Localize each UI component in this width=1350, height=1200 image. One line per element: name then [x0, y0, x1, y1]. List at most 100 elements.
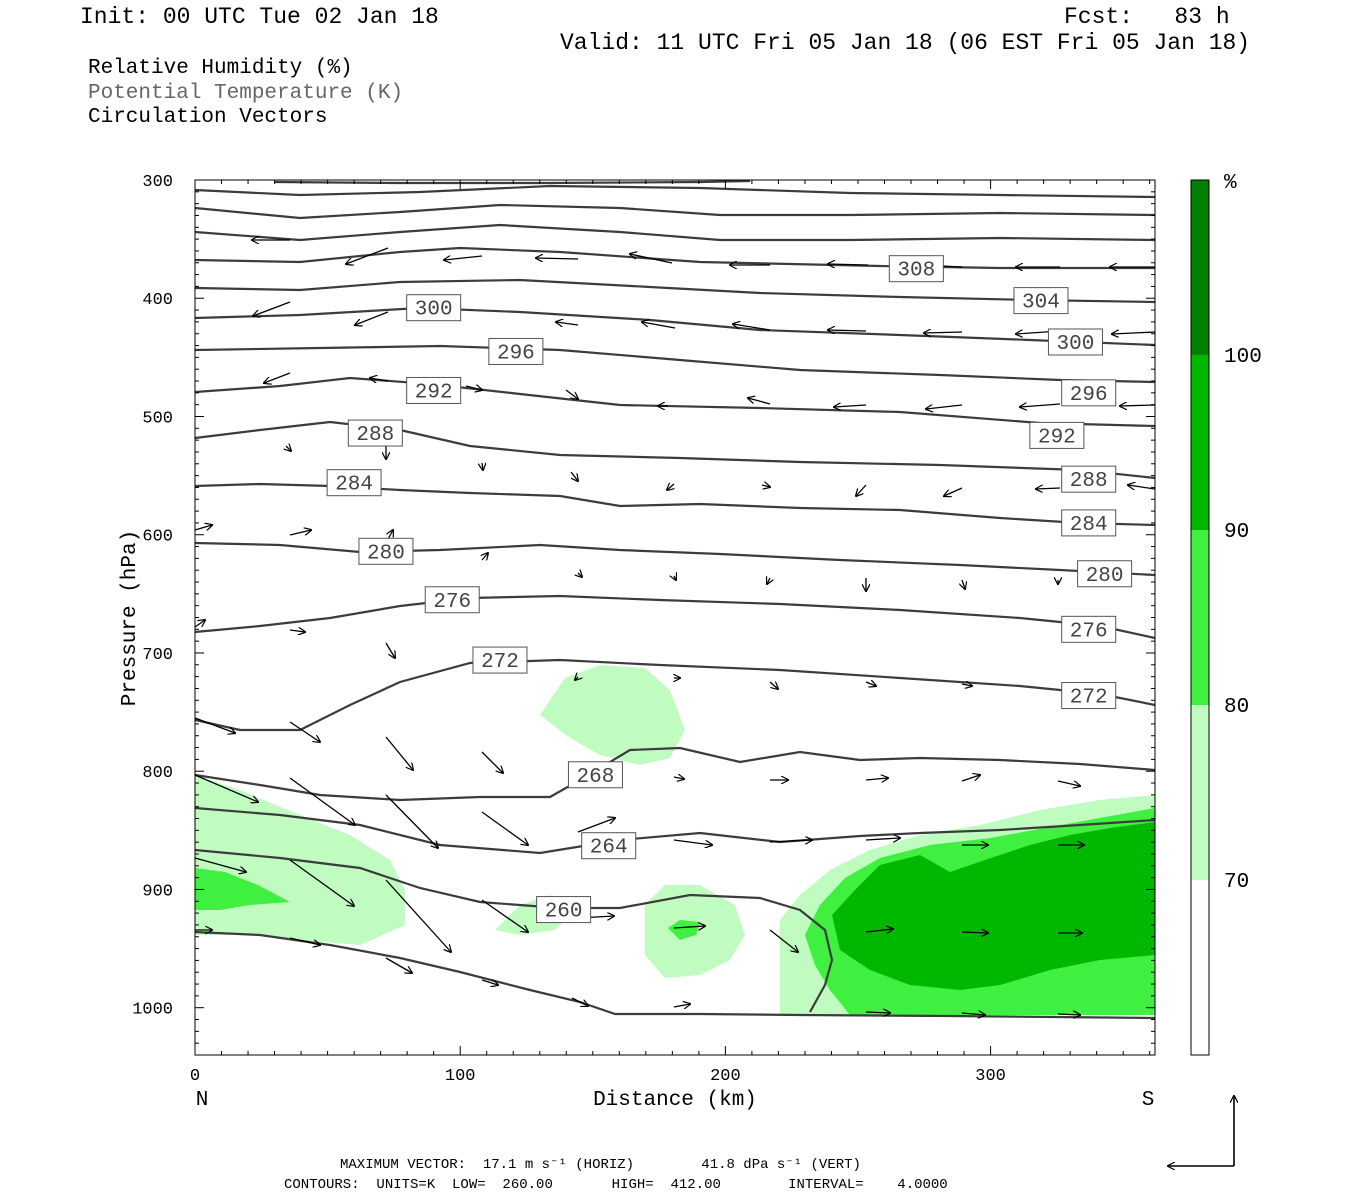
circulation-vector — [674, 576, 676, 580]
theta-contour-label-box — [1061, 682, 1117, 710]
circulation-vector — [194, 857, 246, 872]
circulation-vector — [926, 405, 963, 409]
relative-humidity-shading — [195, 665, 1155, 1015]
circulation-vector — [565, 389, 578, 399]
circulation-vector — [673, 839, 712, 845]
circulation-vector — [1036, 488, 1061, 489]
theta-contour-312 — [195, 184, 1155, 199]
circulation-vector — [289, 859, 354, 906]
circulation-vector — [194, 525, 212, 530]
theta-contour-label-box — [581, 832, 637, 860]
theta-contour-308 — [195, 246, 1155, 270]
theta-contour-label: 288 — [347, 419, 403, 447]
footer-contours-info: CONTOURS: UNITS=K LOW= 260.00 HIGH= 412.… — [284, 1177, 948, 1193]
theta-contour-272 — [195, 658, 1155, 732]
theta-contour-label-text: 292 — [415, 381, 453, 404]
theta-contour-310 — [195, 203, 1155, 220]
circulation-vector — [481, 811, 528, 845]
rh-colorbar: % 100 90 80 70 — [1190, 172, 1262, 1056]
theta-contour-label-text: 284 — [335, 474, 373, 497]
theta-contour-label-text: 300 — [415, 299, 453, 322]
theta-contour-260 — [195, 848, 834, 1013]
theta-contour-label-box — [488, 337, 544, 365]
theta-contour-label-text: 284 — [1070, 514, 1108, 537]
rh-80-region-north — [195, 868, 290, 910]
circulation-vector — [289, 777, 355, 825]
circulation-vectors — [194, 240, 1156, 1015]
theta-contour-label-box — [1061, 379, 1117, 407]
theta-contour-label: 272 — [1061, 682, 1117, 710]
colorbar-segment-90 — [1191, 355, 1209, 530]
circulation-vector — [865, 1012, 890, 1013]
x-tick-label: 0 — [190, 1067, 200, 1086]
theta-contour-264 — [195, 806, 1155, 855]
rh-90-region-south — [832, 822, 1155, 990]
y-tick-label: 400 — [142, 291, 173, 310]
theta-contour-label-box — [1061, 465, 1117, 493]
theta-contour-309 — [195, 223, 1155, 242]
circulation-vector — [667, 484, 674, 490]
circulation-vector — [865, 778, 888, 780]
theta-contour-label: 288 — [1061, 465, 1117, 493]
circulation-vector — [673, 1004, 690, 1007]
theta-contour-label-box — [472, 646, 528, 674]
circulation-vector — [828, 330, 867, 331]
circulation-vector — [865, 929, 893, 932]
theta-contour-276 — [195, 594, 1155, 640]
colorbar-frame — [1190, 179, 1210, 1056]
circulation-vector — [1128, 485, 1156, 489]
circulation-vector — [264, 372, 291, 383]
circulation-vector — [924, 332, 963, 333]
theta-contour-label-text: 296 — [1070, 384, 1108, 407]
theta-contour-292 — [195, 376, 1155, 428]
theta-contour-label: 280 — [1077, 560, 1133, 588]
theta-contour-label-text: 260 — [545, 901, 583, 924]
theta-contour-label: 260 — [536, 896, 592, 924]
circulation-vector — [1020, 404, 1061, 407]
theta-contour-label: 284 — [326, 469, 382, 497]
circulation-vector — [289, 721, 320, 742]
theta-contour-label-box — [567, 761, 623, 789]
colorbar-label-90: 90 — [1224, 521, 1249, 544]
circulation-vector — [961, 684, 972, 686]
north-end-label: N — [196, 1089, 209, 1112]
circulation-vector — [536, 258, 579, 259]
circulation-vector — [289, 937, 320, 945]
circulation-vector — [962, 579, 965, 589]
reference-vector-arrows — [1168, 1096, 1234, 1166]
circulation-vector — [575, 677, 578, 680]
circulation-vector — [289, 630, 305, 632]
x-axis-ticks: 0 100 200 300 — [190, 180, 1151, 1086]
circulation-vector — [570, 471, 578, 481]
circulation-vector — [482, 553, 488, 560]
circulation-vector — [642, 322, 676, 329]
circulation-vector — [673, 926, 705, 928]
colorbar-label-80: 80 — [1224, 696, 1249, 719]
circulation-vector — [761, 485, 770, 487]
x-tick-label: 100 — [445, 1067, 476, 1086]
circulation-vector — [1057, 780, 1080, 786]
theta-contour-label: 308 — [888, 255, 944, 283]
circulation-vector — [856, 484, 867, 496]
circulation-vector — [481, 980, 498, 985]
circulation-vector — [253, 301, 291, 316]
x-tick-label: 200 — [710, 1067, 741, 1086]
theta-contour-label-text: 276 — [433, 591, 471, 614]
rh-70-region-mid — [540, 665, 685, 765]
colorbar-segment-70 — [1191, 705, 1209, 880]
circulation-vector — [194, 774, 258, 802]
theta-contour-label-text: 296 — [497, 342, 535, 365]
theta-contour-label-box — [326, 469, 382, 497]
y-axis-label: Pressure (hPa) — [119, 530, 142, 706]
y-axis-ticks: 300 400 500 600 700 800 900 1000 — [132, 173, 1155, 1056]
theta-contour-label-text: 268 — [577, 766, 615, 789]
theta-contour-label: 292 — [406, 376, 462, 404]
theta-contour-label: 268 — [567, 761, 623, 789]
colorbar-segment-below-70 — [1191, 880, 1209, 1055]
circulation-vector — [961, 775, 980, 782]
y-tick-label: 700 — [142, 646, 173, 665]
theta-contour-label-box — [1061, 615, 1117, 643]
theta-contour-labels: 308 304 300 300 296 296 292 292 288 288 284 284 280 2… — [326, 255, 1133, 924]
legend-potential-temperature: Potential Temperature (K) — [88, 82, 404, 105]
theta-contour-label: 296 — [1061, 379, 1117, 407]
